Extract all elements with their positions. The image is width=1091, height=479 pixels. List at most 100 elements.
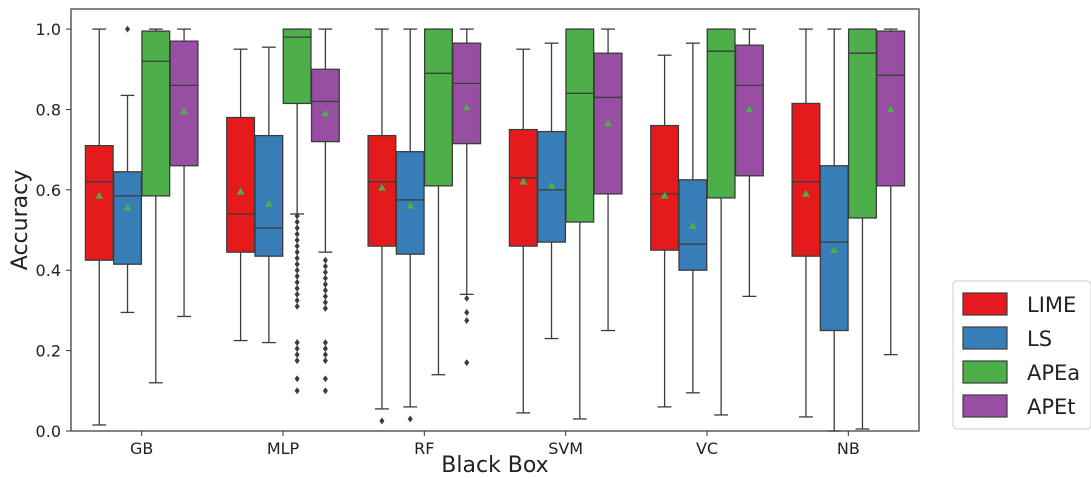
mean-marker xyxy=(236,187,245,195)
box-APEa-RF xyxy=(423,28,453,187)
y-tick-label: 1.0 xyxy=(36,20,61,39)
outlier-point xyxy=(322,292,328,300)
x-tick-label: VC xyxy=(696,439,718,458)
y-tick-label: 0.2 xyxy=(36,342,61,361)
x-tick-label: NB xyxy=(837,439,860,458)
outlier-point xyxy=(322,339,328,346)
legend-label-LS: LS xyxy=(1027,327,1052,351)
outlier-point xyxy=(464,309,470,316)
mean-marker xyxy=(406,201,415,209)
outlier-point xyxy=(294,278,300,286)
outlier-point xyxy=(294,218,300,226)
outlier-point xyxy=(322,345,328,353)
legend-swatch-APEt xyxy=(962,394,1008,418)
outlier-point xyxy=(322,351,328,359)
box-LIME-VC xyxy=(650,124,680,251)
box-LS-GB xyxy=(113,171,143,265)
mean-marker xyxy=(717,109,726,117)
mean-marker xyxy=(886,105,895,113)
outlier-point xyxy=(322,298,328,306)
outlier-point xyxy=(294,296,300,304)
x-axis-label: Black Box xyxy=(441,453,548,478)
plot-frame xyxy=(70,8,920,432)
legend-swatch-LIME xyxy=(962,292,1008,316)
outlier-point xyxy=(294,212,300,220)
legend-label-APEt: APEt xyxy=(1027,395,1076,419)
mean-marker xyxy=(462,103,471,111)
outlier-point xyxy=(294,236,300,244)
box-APEt-GB xyxy=(169,40,199,167)
mean-marker xyxy=(547,181,556,189)
outlier-point xyxy=(294,242,300,250)
outlier-point xyxy=(322,274,328,282)
mean-marker xyxy=(575,123,584,131)
outlier-point xyxy=(464,294,470,302)
box-LIME-MLP xyxy=(226,116,256,253)
plot-marks xyxy=(84,25,906,432)
box-LIME-NB xyxy=(791,102,821,257)
outlier-point xyxy=(294,254,300,262)
outlier-point xyxy=(294,290,300,298)
mean-marker xyxy=(264,199,273,207)
mean-marker xyxy=(858,119,867,127)
y-axis-label: Accuracy xyxy=(8,170,33,270)
outlier-point xyxy=(294,272,300,280)
outlier-point xyxy=(407,415,413,423)
outlier-point xyxy=(294,224,300,232)
legend: LIME LS APEa APEt xyxy=(952,280,1091,430)
outlier-point xyxy=(322,387,328,395)
mean-marker xyxy=(745,105,754,113)
outlier-point xyxy=(322,357,328,365)
outlier-point xyxy=(322,262,328,270)
mean-marker xyxy=(321,109,330,117)
outlier-point xyxy=(294,260,300,268)
outlier-point xyxy=(294,375,300,383)
mean-marker xyxy=(830,246,839,253)
mean-marker xyxy=(95,191,104,199)
mean-marker xyxy=(434,109,443,117)
box-LIME-GB xyxy=(84,144,114,261)
mean-marker xyxy=(293,83,302,91)
y-tick-label: 0.4 xyxy=(36,261,61,280)
series-APEt xyxy=(169,28,906,395)
x-axis: GB MLP RF SVM VC NB xyxy=(130,431,860,458)
x-tick-label: GB xyxy=(130,439,153,458)
mean-marker xyxy=(604,119,613,127)
mean-marker xyxy=(377,183,386,191)
outlier-point xyxy=(294,339,300,346)
mean-marker xyxy=(688,222,697,229)
y-tick-label: 0.8 xyxy=(36,100,61,119)
box-LIME-SVM xyxy=(508,128,538,247)
x-tick-label: SVM xyxy=(548,439,583,458)
outlier-point xyxy=(464,359,470,367)
mean-marker xyxy=(660,191,669,199)
mean-marker xyxy=(123,203,132,211)
box-LS-MLP xyxy=(254,134,284,257)
y-axis: 0.0 0.2 0.4 0.6 0.8 1.0 xyxy=(36,20,71,441)
series-LS xyxy=(113,25,849,432)
outlier-point xyxy=(294,248,300,256)
legend-swatch-LS xyxy=(962,326,1008,350)
mean-marker xyxy=(519,177,528,185)
outlier-point xyxy=(124,25,131,33)
series-APEa xyxy=(141,28,877,430)
outlier-point xyxy=(294,284,300,292)
outlier-point xyxy=(294,345,300,353)
outlier-point xyxy=(322,280,328,288)
y-tick-label: 0.6 xyxy=(36,181,61,200)
legend-label-APEa: APEa xyxy=(1027,361,1080,385)
box-APEt-RF xyxy=(452,42,482,145)
outlier-point xyxy=(294,357,300,365)
outlier-point xyxy=(294,266,300,274)
outlier-point xyxy=(322,268,328,276)
box-LIME-RF xyxy=(367,134,397,247)
outlier-point xyxy=(322,375,328,383)
outlier-point xyxy=(294,387,300,395)
outlier-point xyxy=(464,317,470,324)
legend-swatch-APEa xyxy=(962,360,1008,384)
x-tick-label: MLP xyxy=(267,439,300,458)
y-tick-label: 0.0 xyxy=(36,422,61,441)
mean-marker xyxy=(180,107,189,115)
x-tick-label: RF xyxy=(414,439,434,458)
